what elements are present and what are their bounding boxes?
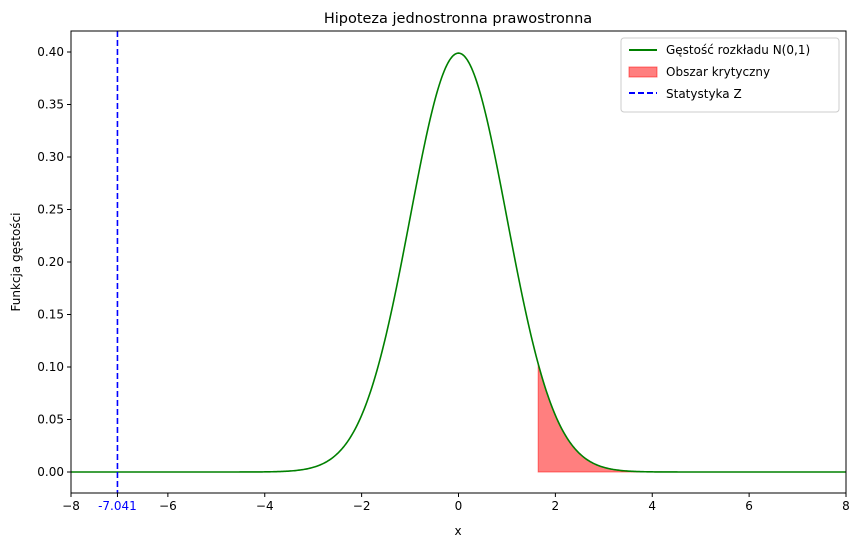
x-tick-label: 2	[552, 499, 560, 513]
x-axis-label: x	[454, 524, 461, 538]
chart-title: Hipoteza jednostronna prawostronna	[324, 11, 592, 27]
y-tick-label: 0.30	[37, 150, 64, 164]
x-tick-label: −8	[62, 499, 80, 513]
x-tick-label: 4	[648, 499, 656, 513]
y-tick-label: 0.15	[37, 308, 64, 322]
y-tick-label: 0.05	[37, 413, 64, 427]
x-tick-label: −2	[353, 499, 371, 513]
y-tick-label: 0.40	[37, 45, 64, 59]
legend-box	[620, 37, 840, 113]
legend: Gęstość rozkładu N(0,1) Obszar krytyczny…	[620, 37, 840, 113]
critical-region-area	[537, 363, 846, 473]
y-tick-label: 0.20	[37, 255, 64, 269]
x-tick-label: −6	[159, 499, 177, 513]
y-axis-label: Funkcja gęstości	[9, 213, 23, 312]
legend-label-statistic: Statystyka Z	[666, 87, 742, 101]
x-tick-label: 8	[842, 499, 850, 513]
x-axis: −8 −6 −4 −2 0 2 4 6 8 -7.041	[62, 493, 850, 513]
statistic-tick-label: -7.041	[98, 499, 137, 513]
y-tick-label: 0.10	[37, 360, 64, 374]
x-tick-label: −4	[256, 499, 274, 513]
legend-swatch-critical-region	[628, 66, 658, 78]
density-curve	[71, 52, 846, 473]
legend-label-density: Gęstość rozkładu N(0,1)	[666, 43, 810, 57]
x-tick-label: 6	[745, 499, 753, 513]
x-tick-label: 0	[455, 499, 463, 513]
y-tick-label: 0.35	[37, 98, 64, 112]
y-axis: 0.00 0.05 0.10 0.15 0.20 0.25 0.30 0.35 0.40	[37, 45, 71, 479]
plot-area	[71, 31, 846, 493]
legend-label-critical-region: Obszar krytyczny	[666, 65, 770, 79]
y-tick-label: 0.00	[37, 465, 64, 479]
y-tick-label: 0.25	[37, 203, 64, 217]
